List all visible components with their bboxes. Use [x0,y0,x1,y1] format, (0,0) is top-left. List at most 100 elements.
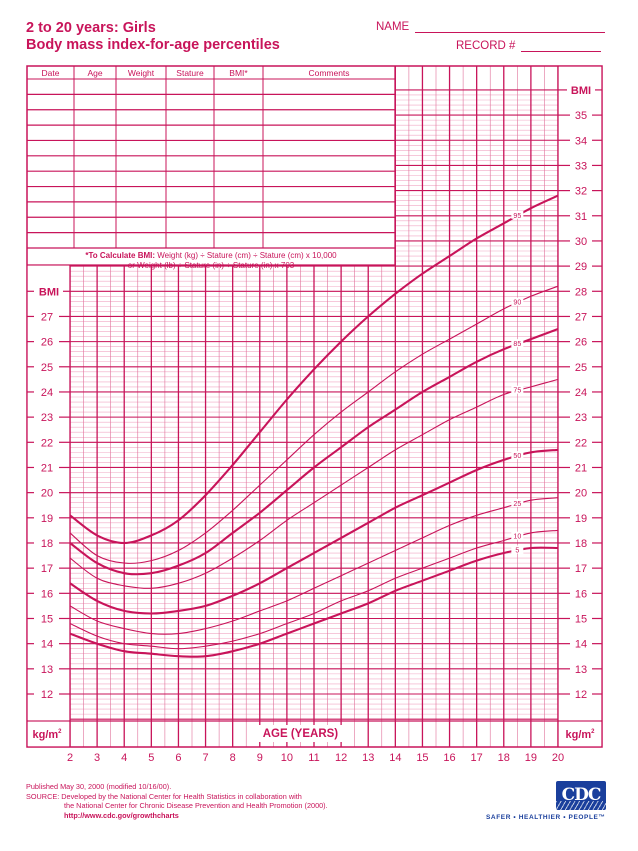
y-tick-left-13: 13 [41,664,53,676]
x-tick-11: 11 [308,752,319,764]
y-tick-right-14: 14 [575,639,587,651]
name-label: NAME [376,21,410,33]
percentile-curve-50 [69,448,559,615]
percentile-curve-85 [69,328,559,576]
y-tick-right-12: 12 [575,689,587,701]
percentile-label-90: 90 [513,300,521,307]
y-tick-left-23: 23 [41,412,53,424]
x-tick-16: 16 [443,752,455,764]
y-tick-left-12: 12 [41,689,53,701]
record-field[interactable]: RECORD # [456,40,602,52]
x-tick-7: 7 [202,752,208,764]
record-table: Date Age Weight Stature BMI* Comments *To Calc… [27,66,396,270]
x-tick-9: 9 [257,752,263,764]
y-tick-left-20: 20 [41,488,53,500]
percentile-curve-90 [69,285,559,564]
name-input-line[interactable] [415,22,606,33]
chart-title-line2: Body mass index-for-age percentiles [26,37,280,53]
y-tick-right-25: 25 [575,362,587,374]
x-tick-3: 3 [94,752,100,764]
y-tick-left-26: 26 [41,337,53,349]
y-tick-right-19: 19 [575,513,587,525]
table-header-date: Date [42,68,60,78]
y-tick-right-31: 31 [575,211,587,223]
record-input-line[interactable] [521,41,602,52]
y-tick-left-27: 27 [41,311,53,323]
y-tick-right-34: 34 [575,135,587,147]
table-header-age: Age [87,68,102,78]
y-tick-left-22: 22 [41,437,53,449]
percentile-label-50: 50 [513,453,521,460]
y-unit-label-left: kg/m2 [32,729,62,741]
percentile-curve-5 [69,546,559,658]
x-tick-18: 18 [498,752,510,764]
table-header-bmi: BMI* [229,68,248,78]
y-tick-right-16: 16 [575,588,587,600]
source-line2: the National Center for Chronic Disease … [64,801,328,811]
cdc-tagline: SAFER • HEALTHIER • PEOPLE™ [486,814,606,821]
y-tick-right-15: 15 [575,613,587,625]
source-url-link[interactable]: http://www.cdc.gov/growthcharts [64,810,179,820]
y-tick-right-23: 23 [575,412,587,424]
y-axis-title-right: BMI [571,85,591,97]
record-label: RECORD # [456,40,516,52]
x-tick-4: 4 [121,752,127,764]
percentile-label-5: 5 [515,548,519,555]
y-tick-left-21: 21 [41,462,53,474]
published-note: Published May 30, 2000 (modified 10/16/0… [26,782,172,791]
bmi-formula-line1: *To Calculate BMI: Weight (kg) ÷ Stature… [85,251,337,260]
x-tick-8: 8 [230,752,236,764]
footer-credits: Published May 30, 2000 (modified 10/16/0… [26,782,328,820]
y-unit-label-right: kg/m2 [565,729,595,741]
x-tick-20: 20 [552,752,564,764]
outer-frame [26,65,603,748]
x-tick-5: 5 [148,752,154,764]
percentile-label-85: 85 [513,341,521,348]
percentile-label-75: 75 [513,388,521,395]
x-tick-19: 19 [525,752,537,764]
x-tick-12: 12 [335,752,347,764]
y-tick-right-24: 24 [575,387,587,399]
table-header-comments: Comments [308,68,349,78]
percentile-label-95: 95 [513,213,521,220]
x-tick-10: 10 [281,752,293,764]
x-tick-13: 13 [362,752,374,764]
y-tick-right-17: 17 [575,563,587,575]
table-header-weight: Weight [128,68,155,78]
y-tick-right-26: 26 [575,337,587,349]
y-axis-title-left: BMI [39,286,59,298]
y-tick-left-15: 15 [41,613,53,625]
cdc-logo-icon: CDC [556,781,606,810]
percentile-curves: 95 90 85 75 50 25 10 5 [69,194,559,658]
percentile-curve-25 [69,497,559,635]
table-header-stature: Stature [176,68,204,78]
y-tick-right-21: 21 [575,462,587,474]
y-tick-right-32: 32 [575,186,587,198]
name-field[interactable]: NAME [376,21,606,33]
chart-title-line1: 2 to 20 years: Girls [26,20,156,36]
y-tick-left-18: 18 [41,538,53,550]
y-tick-right-20: 20 [575,488,587,500]
x-tick-14: 14 [389,752,401,764]
x-tick-2: 2 [67,752,73,764]
y-tick-left-19: 19 [41,513,53,525]
x-tick-15: 15 [416,752,428,764]
source-line1: SOURCE: Developed by the National Center… [26,791,302,801]
y-tick-right-35: 35 [575,110,587,122]
percentile-label-10: 10 [513,534,521,541]
y-tick-right-33: 33 [575,160,587,172]
y-tick-left-14: 14 [41,639,53,651]
x-axis-title: AGE (YEARS) [263,728,339,740]
y-tick-right-28: 28 [575,286,587,298]
y-tick-right-18: 18 [575,538,587,550]
percentile-curve-95 [69,194,559,545]
y-tick-right-30: 30 [575,236,587,248]
y-tick-right-22: 22 [575,437,587,449]
percentile-label-25: 25 [513,501,521,508]
y-tick-right-13: 13 [575,664,587,676]
y-tick-left-16: 16 [41,588,53,600]
axis-labels: 12131415161718192021222324252627BMI12131… [27,85,602,764]
y-tick-right-27: 27 [575,311,587,323]
x-tick-6: 6 [175,752,181,764]
